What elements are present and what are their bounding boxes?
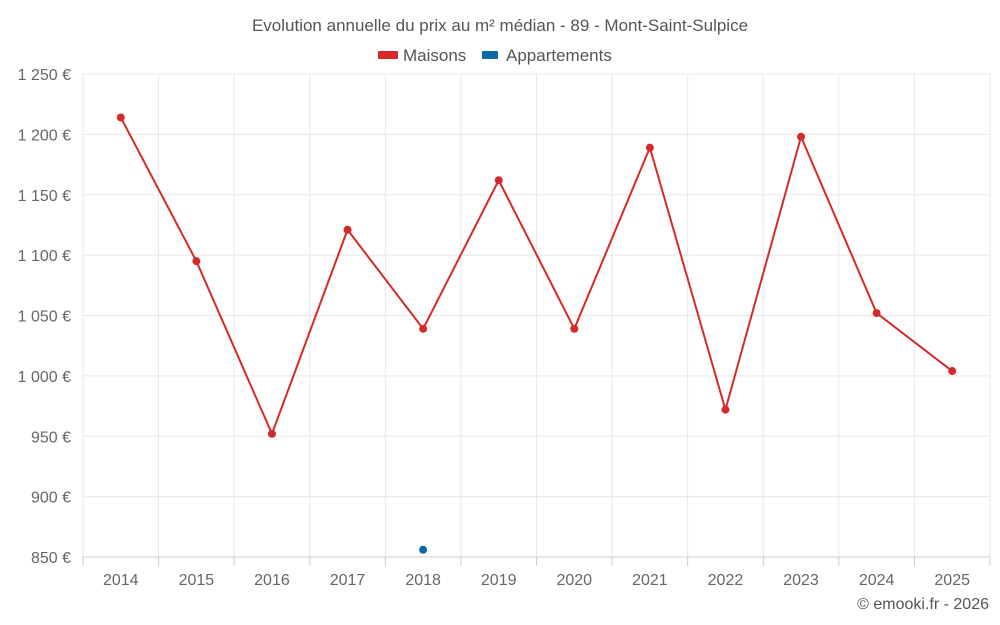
data-point-appartements-2018[interactable] [419, 545, 428, 554]
data-point-maisons-2015[interactable] [192, 257, 201, 266]
chart-title: Evolution annuelle du prix au m² médian … [252, 16, 748, 35]
x-tick-label: 2020 [556, 572, 592, 589]
x-tick-label: 2017 [330, 572, 366, 589]
x-tick-label: 2024 [859, 572, 895, 589]
credit-text: © emooki.fr - 2026 [857, 596, 989, 613]
x-tick-label: 2016 [254, 572, 290, 589]
series-maisons [116, 113, 957, 438]
x-tick-label: 2022 [708, 572, 744, 589]
y-tick-label: 1 100 € [18, 248, 71, 265]
y-tick-label: 1 200 € [18, 127, 71, 144]
y-tick-label: 1 150 € [18, 188, 71, 205]
data-point-maisons-2016[interactable] [267, 429, 276, 438]
data-point-maisons-2023[interactable] [797, 132, 806, 141]
series-line-maisons [119, 117, 953, 435]
x-tick-label: 2019 [481, 572, 517, 589]
legend-label-maisons: Maisons [403, 46, 466, 65]
x-tick-label: 2023 [783, 572, 819, 589]
x-tick-label: 2021 [632, 572, 668, 589]
legend-swatch-maisons [378, 51, 398, 59]
y-tick-label: 1 050 € [18, 309, 71, 326]
legend-item-maisons[interactable]: Maisons [378, 46, 466, 65]
data-point-maisons-2014[interactable] [116, 113, 125, 122]
series [116, 113, 957, 554]
data-point-maisons-2021[interactable] [645, 143, 654, 152]
y-tick-label: 1 250 € [18, 67, 71, 84]
y-tick-label: 1 000 € [18, 369, 71, 386]
y-tick-label: 950 € [31, 429, 71, 446]
y-axis: 850 € 900 € 950 € 1 000 € 1 050 € 1 100 € 1 15… [18, 67, 71, 567]
x-tick-label: 2025 [934, 572, 970, 589]
legend: Maisons Appartements [378, 46, 612, 65]
data-point-maisons-2020[interactable] [570, 324, 579, 333]
data-point-maisons-2024[interactable] [872, 309, 881, 318]
data-point-maisons-2018[interactable] [419, 324, 428, 333]
grid [82, 73, 991, 557]
x-axis: 2014 2015 2016 2017 2018 2019 2020 2021 2022 2023… [82, 556, 991, 589]
x-tick-label: 2015 [179, 572, 215, 589]
legend-swatch-appartements [482, 51, 498, 59]
legend-item-appartements[interactable]: Appartements [482, 46, 612, 65]
data-point-maisons-2017[interactable] [343, 225, 352, 234]
y-tick-label: 850 € [31, 550, 71, 567]
series-appartements [419, 545, 428, 554]
y-tick-label: 900 € [31, 490, 71, 507]
data-point-maisons-2022[interactable] [721, 405, 730, 414]
x-tick-label: 2018 [405, 572, 441, 589]
data-point-maisons-2025[interactable] [948, 367, 957, 376]
legend-label-appartements: Appartements [506, 46, 612, 65]
data-point-maisons-2019[interactable] [494, 176, 503, 185]
x-tick-label: 2014 [103, 572, 139, 589]
